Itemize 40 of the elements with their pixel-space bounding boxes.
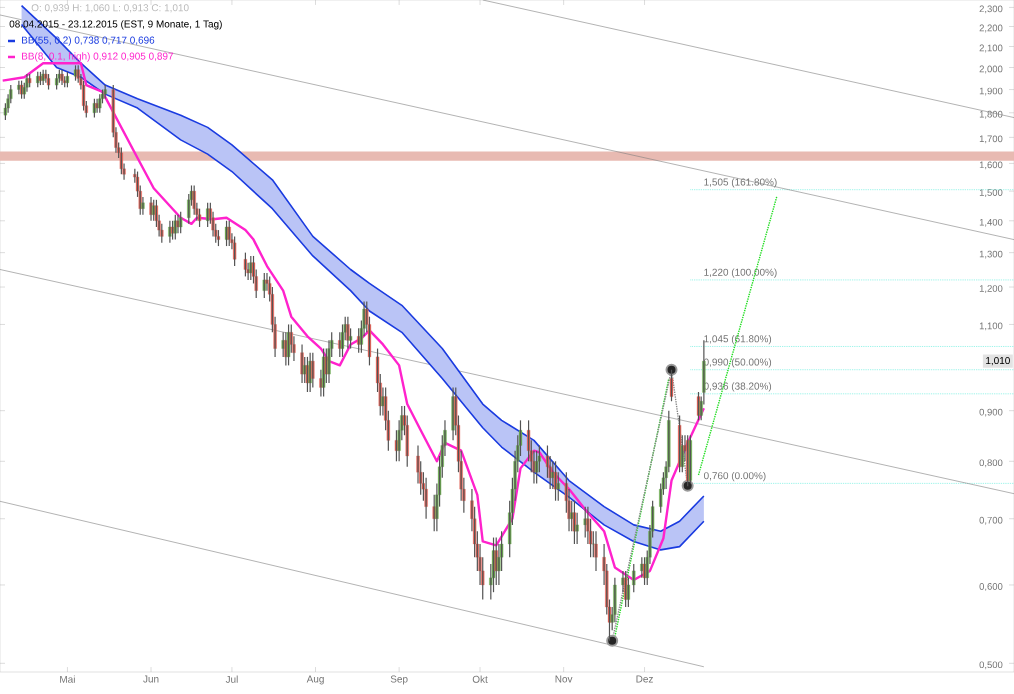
point xyxy=(606,634,619,647)
x-tick-label: Sep xyxy=(390,675,408,685)
y-tick-label: 0,500 xyxy=(979,661,1003,670)
x-tick-label: Aug xyxy=(306,675,324,685)
y-tick-label: 1,500 xyxy=(979,189,1003,198)
x-tick-label: Dez xyxy=(636,675,653,683)
y-tick-label: 1,100 xyxy=(979,322,1003,331)
y-tick-label: 2,300 xyxy=(979,5,1003,14)
y-tick-label: 2,100 xyxy=(979,44,1003,53)
y-tick-label: 1,300 xyxy=(979,250,1003,259)
point xyxy=(665,363,678,376)
y-tick-label: 1,700 xyxy=(979,135,1003,144)
x-tick-label: Jul xyxy=(225,675,238,683)
ref-line-label: 1,220 (100.00%) xyxy=(704,268,777,278)
x-tick-label: Okt xyxy=(472,675,488,683)
y-tick-label: 1,800 xyxy=(979,110,1003,119)
y-tick-label: 0,800 xyxy=(979,459,1003,468)
y-tick-label: 0,700 xyxy=(979,516,1003,525)
y-tick-label: 1,900 xyxy=(979,87,1003,96)
y-tick-label: 2,200 xyxy=(979,24,1003,33)
candlestick xyxy=(632,563,636,593)
y-tick-label: 0,600 xyxy=(979,583,1003,591)
y-tick-label: 2,000 xyxy=(979,65,1003,74)
chart-title: O: 0,939 H: 1,060 L: 0,913 C: 1,010 xyxy=(31,4,189,13)
x-tick-label: Jun xyxy=(143,675,159,683)
candlestick xyxy=(669,369,674,402)
candlestick xyxy=(179,211,183,234)
y-tick-label: 1,200 xyxy=(979,285,1003,293)
candlestick xyxy=(311,352,315,389)
y-tick-label: 1,600 xyxy=(979,161,1003,170)
ref-line-label: 0,760 (0.00%) xyxy=(703,471,766,482)
candlestick xyxy=(227,220,231,247)
annotation: 1,010 xyxy=(986,357,1010,366)
x-tick-label: Mai xyxy=(60,675,75,683)
y-tick-label: 0,900 xyxy=(979,408,1003,417)
ref-line-label: 1,045 (61.80%) xyxy=(704,335,772,345)
x-tick-label: Nov xyxy=(555,675,573,683)
y-tick-label: 1,400 xyxy=(979,218,1003,227)
ref-line-label: 1,505 (161.80%) xyxy=(704,178,777,188)
candlestick xyxy=(98,93,102,114)
